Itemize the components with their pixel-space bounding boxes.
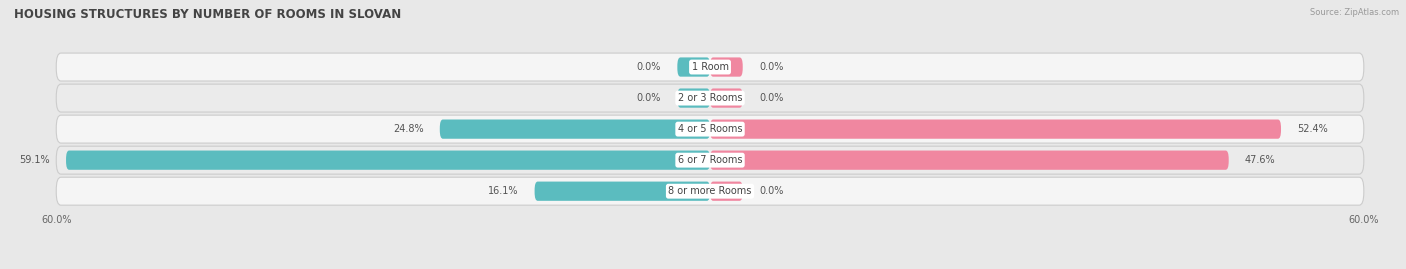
FancyBboxPatch shape (710, 89, 742, 108)
Text: 0.0%: 0.0% (637, 62, 661, 72)
Text: 52.4%: 52.4% (1298, 124, 1329, 134)
Text: HOUSING STRUCTURES BY NUMBER OF ROOMS IN SLOVAN: HOUSING STRUCTURES BY NUMBER OF ROOMS IN… (14, 8, 401, 21)
Text: 0.0%: 0.0% (759, 186, 783, 196)
FancyBboxPatch shape (710, 57, 742, 77)
FancyBboxPatch shape (56, 53, 1364, 81)
Text: 0.0%: 0.0% (759, 62, 783, 72)
FancyBboxPatch shape (56, 146, 1364, 174)
Text: 24.8%: 24.8% (392, 124, 423, 134)
Text: 0.0%: 0.0% (637, 93, 661, 103)
Text: 47.6%: 47.6% (1246, 155, 1275, 165)
Text: Source: ZipAtlas.com: Source: ZipAtlas.com (1310, 8, 1399, 17)
Text: 0.0%: 0.0% (759, 93, 783, 103)
Text: 4 or 5 Rooms: 4 or 5 Rooms (678, 124, 742, 134)
Text: 59.1%: 59.1% (20, 155, 49, 165)
FancyBboxPatch shape (710, 151, 1229, 170)
Text: 6 or 7 Rooms: 6 or 7 Rooms (678, 155, 742, 165)
FancyBboxPatch shape (56, 177, 1364, 205)
Text: 2 or 3 Rooms: 2 or 3 Rooms (678, 93, 742, 103)
Text: 8 or more Rooms: 8 or more Rooms (668, 186, 752, 196)
FancyBboxPatch shape (710, 182, 742, 201)
FancyBboxPatch shape (56, 115, 1364, 143)
Text: 16.1%: 16.1% (488, 186, 519, 196)
FancyBboxPatch shape (710, 119, 1281, 139)
FancyBboxPatch shape (440, 119, 710, 139)
FancyBboxPatch shape (534, 182, 710, 201)
FancyBboxPatch shape (678, 57, 710, 77)
FancyBboxPatch shape (56, 84, 1364, 112)
Text: 1 Room: 1 Room (692, 62, 728, 72)
FancyBboxPatch shape (678, 89, 710, 108)
FancyBboxPatch shape (66, 151, 710, 170)
